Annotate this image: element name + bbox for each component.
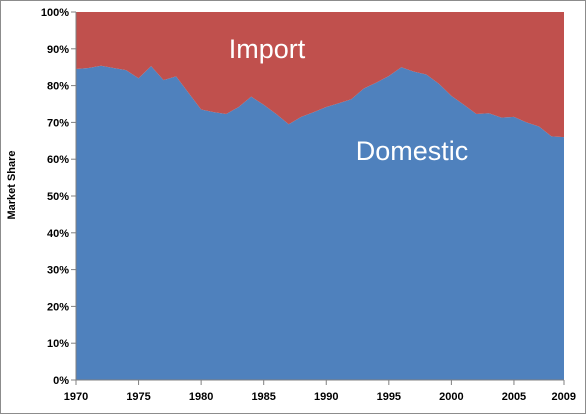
x-tick-label: 1995 (377, 391, 401, 403)
x-tick-label: 2000 (439, 391, 463, 403)
y-axis-label: Market Share (6, 150, 18, 219)
plot-areas (76, 12, 564, 380)
y-tick-label: 30% (47, 265, 69, 277)
y-tick-label: 20% (47, 301, 69, 313)
x-tick-label: 2005 (502, 391, 526, 403)
y-tick-label: 60% (47, 154, 69, 166)
annotation-domestic: Domestic (356, 136, 469, 166)
y-tick-label: 50% (47, 191, 69, 203)
y-tick-label: 80% (47, 81, 69, 93)
x-tick-label: 2009 (552, 391, 576, 403)
x-tick-label: 1975 (126, 391, 150, 403)
y-tick-label: 100% (41, 7, 69, 19)
y-tick-label: 70% (47, 117, 69, 129)
annotation-import: Import (229, 34, 306, 64)
y-tick-label: 0% (53, 375, 69, 387)
y-tick-label: 40% (47, 228, 69, 240)
x-tick-label: 1980 (189, 391, 213, 403)
y-tick-label: 90% (47, 44, 69, 56)
area-import (76, 12, 564, 138)
area-domestic (76, 65, 564, 380)
y-tick-label: 10% (47, 338, 69, 350)
x-tick-label: 1990 (314, 391, 338, 403)
axes (71, 11, 565, 385)
tick-labels: 0% 10% 20% 30% 40% 50% 60% 70% 80% 90% 100% 1970 197… (41, 7, 576, 403)
x-tick-label: 1985 (251, 391, 275, 403)
x-tick-label: 1970 (64, 391, 88, 403)
